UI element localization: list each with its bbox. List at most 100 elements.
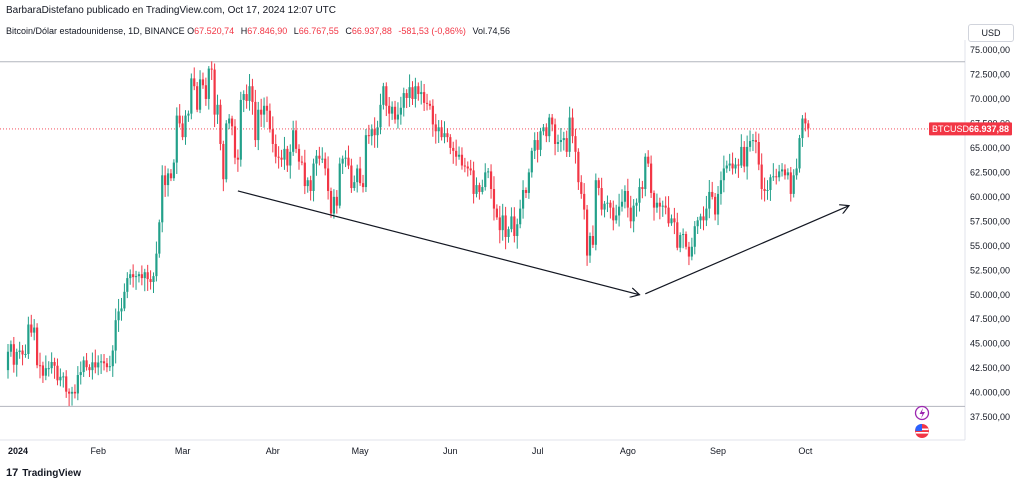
flag-stripe [915, 432, 929, 434]
candle-body [772, 176, 775, 178]
candle-body [356, 168, 359, 183]
candle-body [536, 140, 539, 150]
candle-body [443, 133, 446, 138]
candle-body [50, 362, 53, 369]
candle-body [519, 208, 522, 225]
price-axis: 75.000,0072.500,0070.000,0067.500,0065.0… [970, 45, 1010, 422]
candle-body [620, 201, 624, 207]
candle-body [687, 246, 691, 257]
candle-body [481, 187, 484, 192]
candle-body [734, 164, 737, 169]
candle-body [591, 236, 595, 245]
candle-body [545, 127, 548, 137]
candle-body [204, 85, 207, 99]
candle-body [97, 362, 100, 368]
candle-body [629, 207, 632, 222]
candle-body [652, 192, 656, 208]
candle-body [262, 105, 266, 115]
candle-body [489, 171, 493, 190]
candle-body [85, 360, 88, 368]
candle-body [100, 361, 103, 363]
candle-body [417, 86, 420, 95]
candle-body [673, 218, 676, 223]
candle-body [716, 193, 720, 215]
candle-body [283, 148, 286, 160]
candle-body [437, 127, 440, 132]
candle-body [789, 172, 792, 194]
candle-body [15, 351, 18, 365]
tradingview-logo-icon: 17 [6, 467, 19, 479]
candle-body [548, 117, 551, 137]
volume-value: Vol.74,56 [472, 26, 510, 36]
candle-body [134, 276, 138, 278]
candle-body [332, 196, 336, 214]
candle-body [760, 164, 763, 190]
candle-body [711, 191, 714, 197]
candle-body [347, 157, 350, 166]
candle-body [254, 101, 257, 141]
trend-arrow [645, 206, 849, 295]
candle-body [568, 117, 571, 152]
published-line: BarbaraDistefano publicado en TradingVie… [6, 5, 337, 16]
candle-body [114, 320, 117, 351]
candle-body [746, 146, 749, 167]
candle-body [292, 130, 295, 152]
candle-body [265, 105, 269, 111]
candle-body [460, 154, 464, 166]
last-price: BTCUSD 66.937,88 [929, 122, 1012, 136]
candle-body [132, 274, 135, 278]
price-tick-label: 75.000,00 [970, 45, 1010, 55]
candle-body [207, 68, 210, 99]
candle-body [353, 182, 356, 189]
candle-body [498, 217, 501, 231]
candle-body [612, 207, 615, 221]
candle-body [47, 368, 50, 370]
candle-body [315, 155, 318, 164]
price-tick-label: 37.500,00 [970, 412, 1010, 422]
candle-body [216, 104, 219, 115]
candle-body [59, 376, 62, 381]
candle-body [12, 344, 15, 365]
candle-body [18, 350, 21, 352]
candle-body [676, 222, 679, 248]
candle-body [731, 163, 734, 169]
candle-body [658, 202, 661, 207]
candle-body [801, 118, 804, 139]
candle-body [714, 196, 717, 215]
tradingview-brand[interactable]: 17 TradingView [6, 467, 81, 479]
candle-body [516, 224, 519, 237]
close-value: 66.937,88 [351, 26, 392, 36]
candle-body [190, 78, 193, 114]
candle-body [312, 163, 315, 191]
time-tick-label: 2024 [8, 446, 28, 456]
high-value: 67.846,90 [247, 26, 288, 36]
candle-body [76, 375, 79, 394]
candle-body [318, 155, 321, 159]
candle-body [62, 376, 65, 378]
candle-body [268, 110, 271, 130]
candle-body [335, 196, 338, 206]
candle-body [239, 99, 242, 160]
candle-body [551, 117, 554, 125]
candle-body [449, 137, 452, 148]
time-tick-label: Ago [620, 446, 636, 456]
event-icons [914, 405, 930, 438]
candle-body [690, 246, 693, 257]
candle-body [425, 102, 429, 104]
candle-body [294, 130, 298, 149]
currency-button[interactable]: USD [968, 24, 1014, 42]
lightning-glyph [919, 408, 925, 419]
open-label: O [187, 26, 195, 36]
candle-body [609, 202, 612, 208]
candle-body [364, 135, 368, 188]
candle-body [169, 173, 173, 179]
price-tag-symbol: BTCUSD [932, 124, 970, 134]
candle-body [338, 163, 341, 206]
candle-body [402, 93, 405, 108]
candle-body [466, 166, 469, 169]
candle-body [431, 105, 434, 125]
candle-body [140, 274, 143, 279]
price-tick-label: 55.000,00 [970, 241, 1010, 251]
close-label: C [345, 26, 352, 36]
